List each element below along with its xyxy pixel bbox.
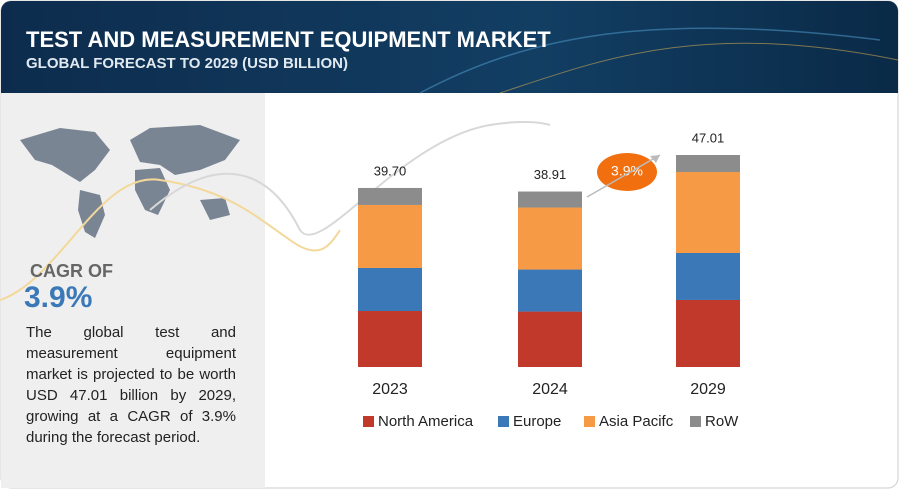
- arrow: [586, 154, 661, 198]
- legend-label: RoW: [705, 413, 739, 430]
- legend-swatch: [690, 416, 701, 427]
- total-label: 47.01: [692, 130, 725, 145]
- arrow-head: [650, 155, 660, 163]
- bar-segment: [518, 269, 582, 312]
- bar-segment: [676, 155, 740, 173]
- bar-segment: [518, 191, 582, 208]
- cagr-value: 3.9%: [24, 281, 92, 314]
- bar-segment: [358, 310, 422, 367]
- decor: [149, 121, 551, 236]
- title: TEST AND MEASUREMENT EQUIPMENT MARKET: [26, 27, 551, 52]
- x-tick-label: 2023: [372, 381, 408, 398]
- cagr-badge: [597, 153, 657, 191]
- bar-segment: [676, 252, 740, 300]
- bar-segment: [358, 204, 422, 268]
- total-label: 38.91: [534, 167, 567, 182]
- legend-label: North America: [378, 413, 474, 430]
- x-tick-label: 2024: [532, 381, 568, 398]
- bar-segment: [518, 311, 582, 367]
- total-label: 39.70: [374, 163, 407, 178]
- description: The global test and measurement equipmen…: [26, 324, 236, 446]
- subtitle: GLOBAL FORECAST TO 2029 (USD BILLION): [26, 55, 348, 72]
- decor: [499, 42, 899, 94]
- decor: [0, 178, 341, 301]
- world-map: [20, 125, 240, 238]
- bar-segment: [358, 267, 422, 311]
- cagr-label: CAGR OF: [30, 261, 113, 281]
- bar-segment: [358, 187, 422, 205]
- cagr-badge-label: 3.9%: [611, 163, 643, 179]
- header-band: [1, 1, 898, 93]
- bar-segment: [518, 207, 582, 270]
- legend-swatch: [498, 416, 509, 427]
- legend-swatch: [363, 416, 374, 427]
- bar-segment: [676, 172, 740, 253]
- x-tick-label: 2029: [690, 381, 726, 398]
- legend-label: Europe: [513, 413, 561, 430]
- legend-label: Asia Pacifc: [599, 413, 674, 430]
- legend-swatch: [584, 416, 595, 427]
- bar-segment: [676, 299, 740, 367]
- decor: [419, 27, 881, 94]
